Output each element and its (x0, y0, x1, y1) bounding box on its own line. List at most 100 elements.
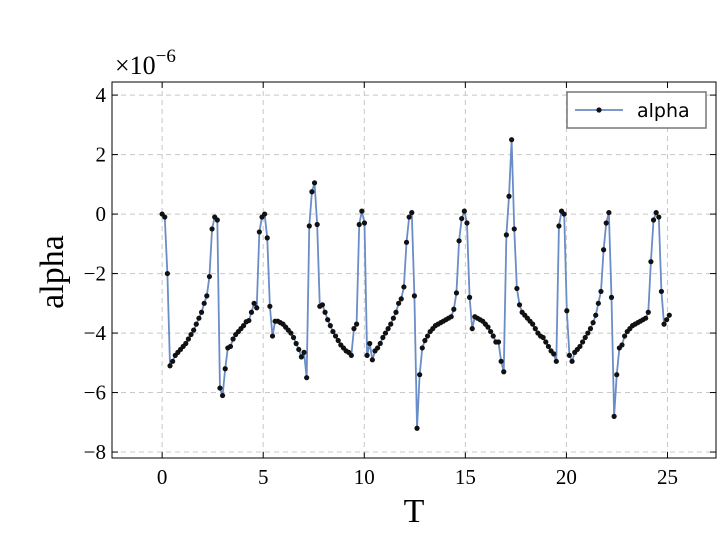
data-point (219, 392, 226, 399)
data-point (553, 358, 559, 364)
plot-frame (111, 81, 717, 459)
data-point (269, 333, 276, 339)
data-point (162, 214, 168, 220)
data-point (606, 209, 612, 216)
y-tick-label: 2 (96, 143, 107, 167)
data-point (377, 340, 383, 347)
data-point (353, 321, 360, 327)
data-point (398, 296, 404, 302)
data-point (204, 293, 210, 299)
data-point (304, 375, 310, 381)
data-point (256, 229, 262, 235)
data-point (183, 340, 189, 347)
data-point (301, 349, 307, 355)
data-point (403, 239, 410, 245)
data-point (209, 226, 215, 232)
data-point (419, 345, 425, 351)
data-point (296, 346, 302, 353)
y-tick-label: −8 (84, 440, 106, 464)
data-point (290, 334, 297, 341)
x-tick-label: 5 (258, 465, 269, 489)
data-point (201, 300, 207, 306)
x-tick-label: 15 (455, 465, 476, 489)
data-point (193, 321, 199, 327)
legend-marker (596, 107, 602, 113)
data-point (227, 343, 234, 350)
data-point (369, 357, 375, 363)
data-point (530, 321, 536, 327)
data-point (230, 336, 236, 342)
series-line (161, 139, 671, 429)
data-point (356, 221, 362, 228)
data-point (622, 333, 628, 339)
data-point (206, 273, 213, 280)
data-point (417, 372, 423, 378)
data-point (167, 363, 173, 369)
data-point (196, 315, 202, 321)
data-point (656, 214, 662, 220)
data-point (248, 309, 255, 315)
data-point (579, 339, 586, 345)
data-point (650, 217, 657, 223)
data-point (456, 238, 462, 244)
data-point (264, 235, 270, 241)
data-point (490, 333, 496, 339)
data-point (485, 324, 491, 330)
data-point (327, 323, 333, 329)
data-point (464, 220, 470, 226)
data-point (661, 321, 667, 327)
data-point (393, 309, 399, 315)
data-point (666, 312, 672, 318)
data-point (577, 343, 583, 350)
data-point (556, 223, 562, 229)
x-tick-label: 10 (354, 465, 375, 489)
data-point (325, 317, 331, 323)
data-point (540, 334, 546, 341)
data-point (561, 211, 567, 217)
data-point (422, 337, 428, 344)
data-point (396, 300, 402, 306)
data-point (543, 339, 549, 345)
data-point (643, 315, 649, 321)
y-tick-label: 0 (96, 202, 107, 226)
data-point (311, 180, 318, 186)
data-point (246, 317, 252, 324)
data-point (469, 326, 475, 332)
y-tick-label: −6 (84, 381, 106, 405)
data-point (359, 208, 365, 214)
data-point (516, 302, 523, 308)
data-point (566, 352, 573, 358)
data-point (314, 221, 320, 228)
x-axis-label: T (404, 493, 425, 530)
data-point (214, 217, 220, 223)
data-point (390, 315, 396, 321)
data-point (380, 334, 386, 341)
data-point (590, 320, 596, 326)
y-tick-label: −2 (84, 262, 106, 286)
data-point (414, 425, 420, 431)
y-tick-label: −4 (84, 321, 107, 345)
data-point (451, 306, 457, 312)
data-point (448, 314, 454, 320)
data-point (532, 326, 538, 332)
data-point (254, 305, 260, 311)
data-point (614, 372, 620, 378)
data-point (267, 303, 273, 309)
data-point (511, 226, 517, 232)
data-point (217, 385, 223, 391)
data-point (551, 351, 557, 357)
x-tick-label: 0 (157, 465, 168, 489)
data-point (401, 284, 407, 290)
data-point (498, 358, 504, 364)
data-point (170, 358, 176, 364)
data-point (585, 330, 591, 336)
data-point (611, 413, 617, 419)
y-multiplier: ×10−6 (115, 46, 176, 80)
x-tick-label: 20 (556, 465, 577, 489)
legend: alpha (566, 91, 707, 129)
data-point (188, 331, 194, 338)
data-point (593, 312, 599, 318)
data-point (409, 209, 415, 216)
data-point (164, 270, 170, 277)
